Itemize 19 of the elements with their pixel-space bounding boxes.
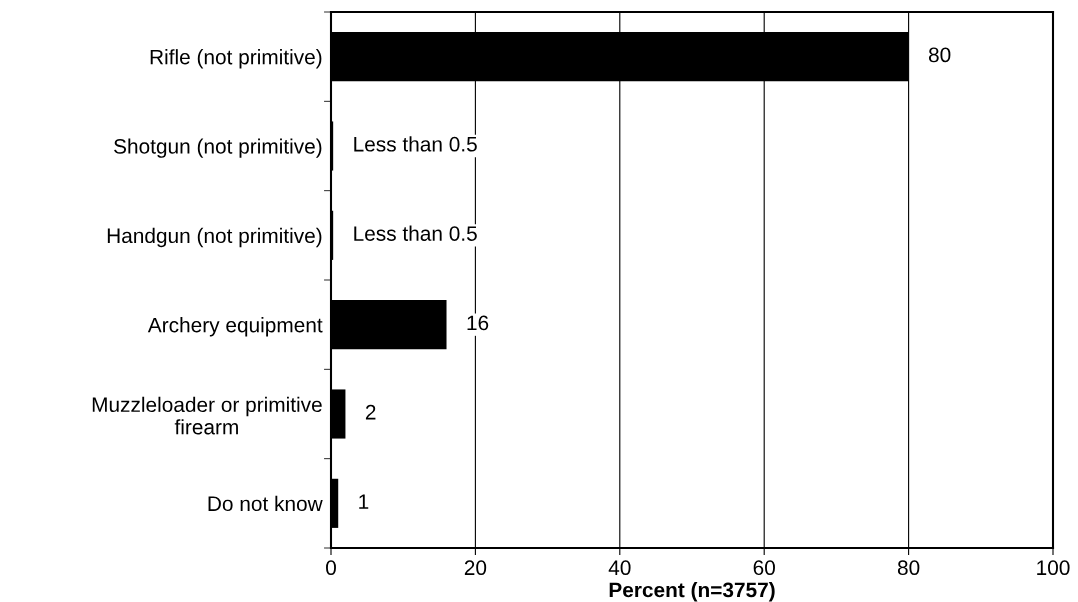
x-tick-label: 80 (897, 560, 920, 576)
y-tick-label: Rifle (not primitive) (150, 49, 322, 69)
data-label: 2 (365, 404, 376, 420)
y-tick-label: Shotgun (not primitive) (114, 138, 322, 158)
x-tick-label: 40 (608, 560, 631, 576)
y-tick-label: Handgun (not primitive) (107, 227, 322, 248)
x-tick-label: 0 (326, 560, 336, 576)
data-label: 80 (928, 47, 951, 63)
x-tick-label: 20 (464, 560, 487, 576)
data-label: Less than 0.5 (354, 136, 477, 152)
y-tick-label: Muzzleloader or primitive firearm (92, 396, 322, 435)
y-tick-label: Archery equipment (147, 317, 323, 337)
x-tick-label: 100 (1037, 560, 1070, 576)
x-tick-label: 60 (753, 560, 775, 576)
data-label: Less than 0.5 (354, 225, 477, 241)
data-label: 1 (359, 494, 369, 509)
data-label: 16 (467, 315, 489, 331)
y-tick-label: Do not know (208, 495, 323, 512)
x-axis-title: Percent (n=3757) (609, 582, 775, 602)
